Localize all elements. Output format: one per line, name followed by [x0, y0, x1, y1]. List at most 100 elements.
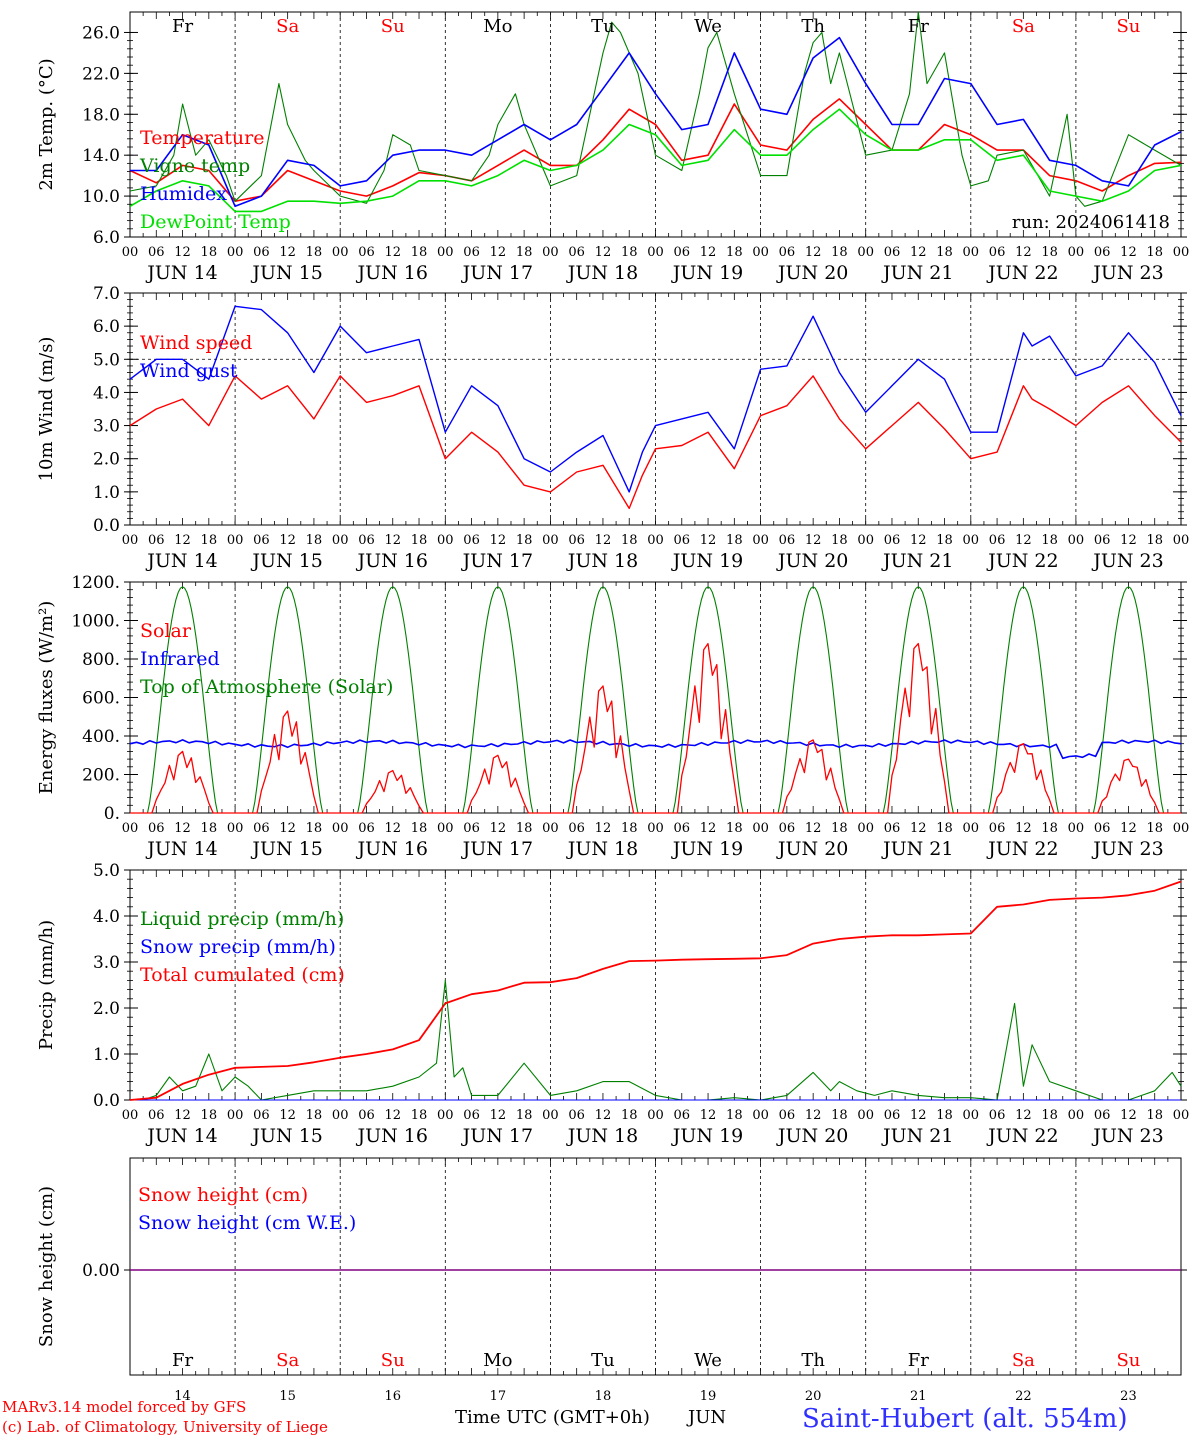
date-label: JUN 23 — [1091, 1125, 1163, 1147]
hour-label: 12 — [174, 245, 191, 260]
day-number-label: 14 — [174, 1389, 191, 1404]
hour-label: 06 — [148, 821, 165, 836]
hour-label: 00 — [752, 1108, 769, 1123]
weekday-label: Th — [801, 16, 825, 37]
y-tick-label: 0.0 — [93, 1091, 120, 1111]
hour-label: 12 — [1120, 1108, 1137, 1123]
y-tick-label: 400. — [82, 727, 120, 747]
hour-label: 12 — [700, 245, 717, 260]
hour-label: 00 — [122, 245, 139, 260]
panel-5-frame: Snow height (cm) 0.00 Snow height (cm) Snow… — [36, 1157, 1187, 1404]
hour-label: 18 — [306, 245, 323, 260]
date-label: JUN 17 — [461, 1125, 533, 1147]
hour-label: 00 — [857, 1108, 874, 1123]
hour-label: 00 — [647, 533, 664, 548]
hour-label: 06 — [463, 1108, 480, 1123]
y-tick-label: 0. — [104, 804, 120, 824]
date-label: JUN 18 — [566, 550, 638, 572]
hour-label: 06 — [1094, 821, 1111, 836]
y-tick-label: 200. — [82, 766, 120, 786]
y-tick-label: 600. — [82, 689, 120, 709]
y-tick-label: 5.0 — [93, 861, 120, 881]
date-label: JUN 18 — [566, 838, 638, 860]
hour-label: 06 — [884, 1108, 901, 1123]
hour-label: 12 — [910, 533, 927, 548]
hour-label: 06 — [989, 533, 1006, 548]
hour-label: 00 — [542, 533, 559, 548]
lab-credit: (c) Lab. of Climatology, University of L… — [2, 1418, 328, 1436]
hour-label: 12 — [279, 821, 296, 836]
hour-label: 06 — [989, 245, 1006, 260]
station-label: Saint-Hubert (alt. 554m) — [802, 1404, 1128, 1434]
hour-label: 06 — [674, 821, 691, 836]
hour-label: 06 — [989, 1108, 1006, 1123]
legend-vigne-temp: Vigne temp — [139, 155, 250, 177]
hour-label: 06 — [358, 1108, 375, 1123]
hour-label: 06 — [253, 533, 270, 548]
time-axis-labels: 00 06 12 18 00 06 12 18 00 06 12 18 00 06 12 18 00 06 12 18… — [122, 245, 1190, 284]
date-label: JUN 20 — [776, 838, 848, 860]
weekday-label: Su — [381, 1350, 405, 1371]
hour-label: 18 — [201, 245, 218, 260]
date-label: JUN 20 — [776, 1125, 848, 1147]
hour-label: 12 — [910, 821, 927, 836]
date-label: JUN 16 — [356, 550, 428, 572]
run-label: run: 2024061418 — [1012, 212, 1170, 233]
hour-label: 12 — [279, 533, 296, 548]
hour-label: 00 — [752, 821, 769, 836]
month-label: JUN — [686, 1407, 726, 1428]
legend-temperature: Temperature — [140, 127, 264, 149]
hour-label: 12 — [700, 1108, 717, 1123]
y-tick-label: 14.0 — [82, 146, 120, 166]
hour-label: 18 — [831, 245, 848, 260]
model-credit: MARv3.14 model forced by GFS — [2, 1398, 246, 1416]
hour-label: 00 — [752, 533, 769, 548]
weekday-label: Mo — [483, 1350, 512, 1371]
hour-label: 12 — [174, 821, 191, 836]
hour-label: 18 — [831, 1108, 848, 1123]
hour-label: 06 — [884, 821, 901, 836]
hour-label: 18 — [411, 821, 428, 836]
panel-1-frame: 6.0 10.0 14.0 18.0 22.0 26.0 2m Temp. (°C) Fr Sa… — [36, 11, 1187, 248]
hour-label: 00 — [1173, 821, 1190, 836]
series-humidex — [130, 36, 1181, 208]
date-label: JUN 15 — [250, 1125, 322, 1147]
hour-label: 06 — [253, 245, 270, 260]
hour-label: 12 — [700, 821, 717, 836]
date-label: JUN 21 — [881, 550, 953, 572]
hour-label: 12 — [490, 821, 507, 836]
weekday-label: Sa — [1012, 1350, 1035, 1371]
legend-wind-speed: Wind speed — [140, 332, 252, 354]
legend-wind-gust: Wind gust — [140, 360, 238, 382]
hour-label: 00 — [647, 821, 664, 836]
series-liquid-precip-mm-h- — [130, 979, 1182, 1101]
hour-label: 00 — [647, 245, 664, 260]
weekday-label: Fr — [172, 1350, 193, 1371]
hour-label: 06 — [463, 533, 480, 548]
y-tick-label: 800. — [82, 650, 120, 670]
hour-label: 18 — [726, 533, 743, 548]
y-tick-label: 1.0 — [93, 1045, 120, 1065]
day-number-label: 20 — [805, 1389, 822, 1404]
hour-label: 06 — [779, 821, 796, 836]
hour-label: 12 — [700, 533, 717, 548]
date-label: JUN 14 — [145, 838, 217, 860]
hour-label: 00 — [332, 1108, 349, 1123]
y-tick-label: 7.0 — [93, 284, 120, 304]
hour-label: 18 — [726, 821, 743, 836]
hour-label: 18 — [306, 821, 323, 836]
y-tick-label: 1200. — [71, 573, 120, 593]
hour-label: 12 — [1015, 245, 1032, 260]
date-label: JUN 21 — [881, 262, 953, 284]
hour-label: 06 — [148, 1108, 165, 1123]
weekday-label: Fr — [908, 16, 929, 37]
series-vigne-temp — [130, 12, 1181, 207]
legend-snow-precip-mm-h-: Snow precip (mm/h) — [140, 936, 336, 958]
hour-label: 12 — [384, 533, 401, 548]
date-label: JUN 14 — [145, 262, 217, 284]
series-dewpoint-temp — [130, 108, 1181, 213]
y-tick-label: 2.0 — [93, 999, 120, 1019]
hour-label: 00 — [752, 245, 769, 260]
series-total-cumulated-cm- — [129, 880, 1182, 1101]
